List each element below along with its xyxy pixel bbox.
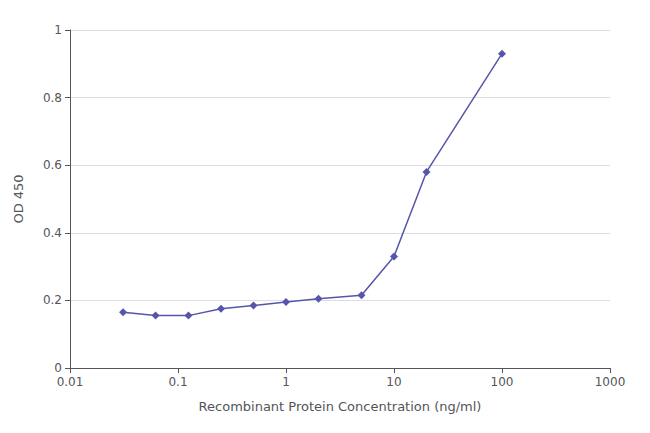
svg-text:0.01: 0.01: [57, 375, 84, 389]
svg-text:1: 1: [282, 375, 290, 389]
svg-text:0.1: 0.1: [168, 375, 187, 389]
svg-text:1000: 1000: [595, 375, 626, 389]
svg-text:10: 10: [386, 375, 401, 389]
svg-text:0.8: 0.8: [43, 91, 62, 105]
svg-text:Recombinant Protein Concentrat: Recombinant Protein Concentration (ng/ml…: [199, 399, 482, 414]
svg-text:0.4: 0.4: [43, 226, 62, 240]
svg-text:0.2: 0.2: [43, 293, 62, 307]
svg-text:1: 1: [54, 23, 62, 37]
svg-text:0.6: 0.6: [43, 158, 62, 172]
svg-text:OD 450: OD 450: [11, 174, 26, 223]
svg-text:0: 0: [54, 361, 62, 375]
svg-text:100: 100: [491, 375, 514, 389]
